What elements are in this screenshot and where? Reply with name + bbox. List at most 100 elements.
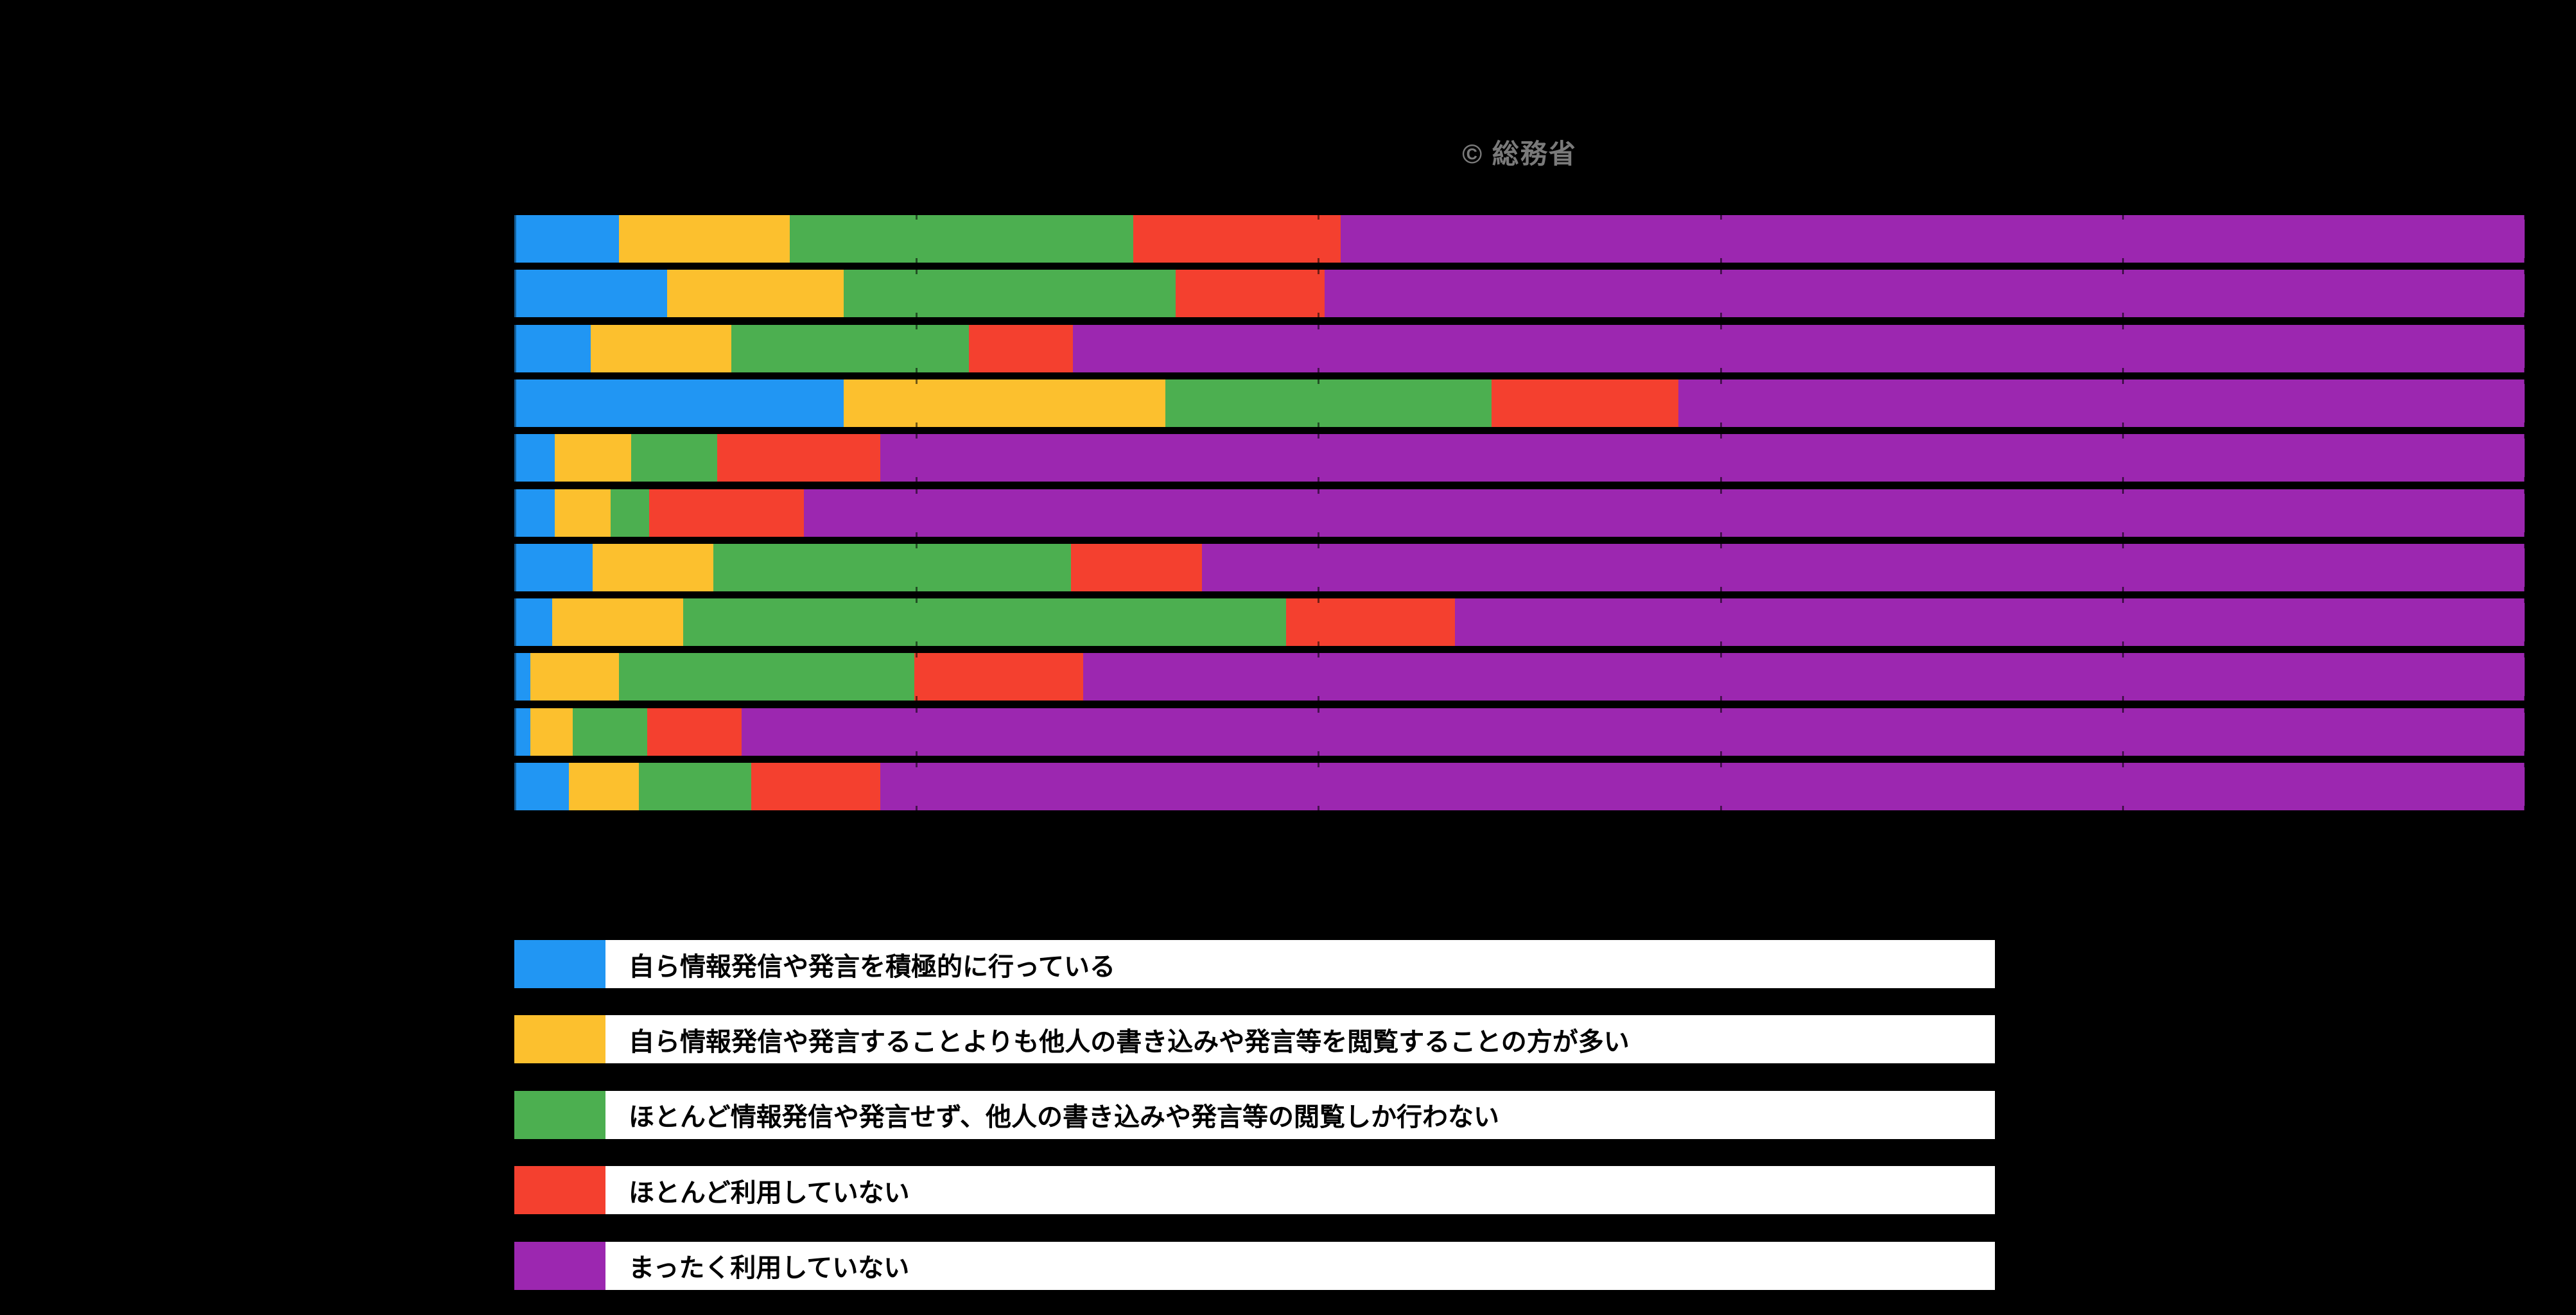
bar-segment [593,543,713,591]
gridline-tick [1318,763,1320,767]
gridline-tick [916,477,918,482]
gridline-tick [2524,434,2526,439]
gridline-tick [1719,806,1722,810]
gridline-tick [1719,543,1722,548]
gridline-tick [1719,215,1722,220]
gridline-tick [2524,324,2526,329]
legend-label-box: ほとんど利用していない [605,1166,1995,1215]
gridline-tick [2121,313,2124,318]
gridline-tick [2524,258,2526,263]
legend-swatch-blue [514,940,605,988]
gridline-tick [1318,434,1320,439]
bar-segment [611,489,649,537]
gridline-tick [1318,367,1320,372]
bar-segment [572,708,647,756]
legend-label-box: 自ら情報発信や発言を積極的に行っている [605,940,1995,988]
gridline-tick [916,489,918,494]
bar-segment [789,215,1134,263]
gridline-tick [916,313,918,318]
bar-segment [844,270,1176,318]
gridline-tick [916,806,918,810]
bar-segment [514,543,593,591]
bar-segment [590,324,732,372]
gridline-tick [2524,489,2526,494]
bar-row [514,543,2526,591]
gridline-tick [1719,324,1722,329]
bar-segment [1340,215,2525,263]
gridline-tick [2524,477,2526,482]
gridline-tick [2524,751,2526,756]
bar-segment [514,598,553,647]
bar-segment [1286,598,1456,647]
bar-segment [1071,543,1202,591]
legend-item: 自ら情報発信や発言を積極的に行っている [514,940,1995,988]
legend-swatch-yellow [514,1015,605,1064]
bar-segment [648,489,804,537]
bar-segment [568,763,640,810]
legend-item: まったく利用していない [514,1241,1995,1290]
gridline-tick [1318,324,1320,329]
bar-row [514,489,2526,537]
gridline-tick [1318,422,1320,427]
bar-segment [552,598,683,647]
gridline-tick [1318,379,1320,384]
legend-label: 自ら情報発信や発言することよりも他人の書き込みや発言等を閲覧することの方が多い [629,1027,1630,1056]
bar-segment [731,324,969,372]
bar-row [514,215,2526,263]
gridline-tick [2524,708,2526,713]
bar-segment [514,324,591,372]
gridline-tick [1318,598,1320,604]
gridline-tick [2524,422,2526,427]
bar-segment [514,653,531,701]
bar-segment [514,763,569,810]
bar-segment [1165,379,1492,427]
gridline-tick [2121,806,2124,810]
bar-segment [1073,324,2525,372]
gridline-tick [916,763,918,767]
gridline-tick [1719,598,1722,604]
gridline-tick [916,696,918,701]
gridline-tick [2524,598,2526,604]
bar-segment [803,489,2525,537]
bar-row [514,763,2526,810]
gridline-tick [1318,696,1320,701]
gridline-tick [1318,641,1320,647]
gridline-tick [916,653,918,658]
legend-swatch-green [514,1090,605,1139]
gridline-tick [1318,313,1320,318]
bar-segment [968,324,1074,372]
gridline-tick [1719,653,1722,658]
gridline-tick [916,543,918,548]
bar-row [514,708,2526,756]
gridline-tick [1719,751,1722,756]
legend-label-box: まったく利用していない [605,1241,1995,1290]
bar-segment [554,434,631,482]
gridline-tick [2524,379,2526,384]
gridline-tick [916,270,918,275]
gridline-tick [916,708,918,713]
bar-segment [717,434,880,482]
gridline-tick [2524,215,2526,220]
bar-segment [844,379,1166,427]
legend-item: ほとんど情報発信や発言せず、他人の書き込みや発言等の閲覧しか行わない [514,1090,1995,1139]
gridline-tick [1719,586,1722,591]
gridline-tick [1318,708,1320,713]
gridline-tick [2524,270,2526,275]
bar-segment [880,434,2525,482]
bar-row [514,434,2526,482]
bar-row [514,653,2526,701]
gridline-tick [916,532,918,537]
gridline-tick [1318,532,1320,537]
gridline-tick [916,434,918,439]
gridline-tick [1318,489,1320,494]
legend-swatch-red [514,1166,605,1215]
gridline-tick [916,215,918,220]
gridline-tick [1719,434,1722,439]
legend-item: ほとんど利用していない [514,1166,1995,1215]
bar-segment [1324,270,2525,318]
legend-label: 自ら情報発信や発言を積極的に行っている [629,952,1115,981]
legend-label: まったく利用していない [629,1254,910,1283]
gridline-tick [1719,379,1722,384]
plot-area [514,215,2526,810]
gridline-tick [916,641,918,647]
